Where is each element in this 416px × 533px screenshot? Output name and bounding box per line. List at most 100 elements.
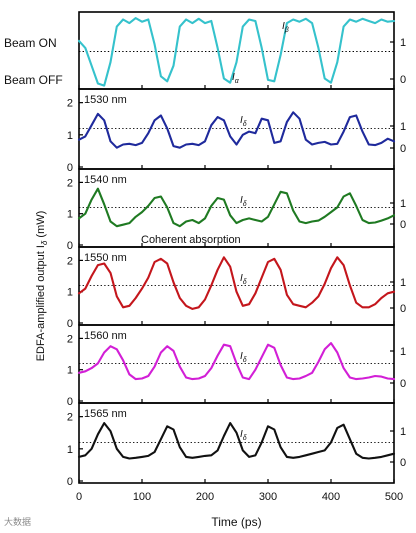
- data-point-1565: [375, 457, 376, 458]
- right-tick-label: 0: [400, 219, 406, 231]
- data-point-1550: [356, 302, 357, 303]
- data-point-beam: [217, 47, 218, 48]
- wavelength-label-1560: 1560 nm: [84, 330, 127, 342]
- data-point-1530: [362, 131, 363, 132]
- data-point-beam: [97, 83, 98, 84]
- data-point-1560: [211, 368, 212, 369]
- data-point-1565: [217, 450, 218, 451]
- x-tick-label: 0: [76, 491, 82, 503]
- data-point-1550: [129, 305, 130, 306]
- data-point-beam: [104, 85, 105, 86]
- data-point-1530: [167, 128, 168, 129]
- data-point-1540: [135, 216, 136, 217]
- data-point-1560: [160, 352, 161, 353]
- data-point-1560: [280, 364, 281, 365]
- series-label-1565: Iδ: [240, 429, 247, 442]
- data-point-1565: [393, 453, 394, 454]
- data-point-beam: [129, 23, 130, 24]
- data-point-1550: [192, 308, 193, 309]
- data-point-1530: [211, 125, 212, 126]
- y-tick-label: 0: [67, 162, 73, 174]
- x-tick-label: 200: [196, 491, 214, 503]
- data-point-beam: [204, 23, 205, 24]
- data-point-1550: [211, 285, 212, 286]
- data-point-1550: [324, 283, 325, 284]
- data-point-1540: [236, 223, 237, 224]
- data-point-1560: [318, 361, 319, 362]
- data-point-1550: [337, 257, 338, 258]
- data-point-1560: [267, 344, 268, 345]
- data-point-1565: [135, 457, 136, 458]
- y-tick-label: 1: [67, 365, 73, 377]
- data-point-1560: [116, 349, 117, 350]
- data-point-1530: [286, 121, 287, 122]
- data-point-1565: [318, 451, 319, 452]
- data-point-1550: [368, 307, 369, 308]
- x-tick-label: 400: [322, 491, 340, 503]
- series-line-1565: [77, 422, 396, 460]
- data-point-1550: [167, 263, 168, 264]
- series-label-1540: Iδ: [240, 195, 247, 208]
- data-point-1540: [129, 223, 130, 224]
- data-point-beam: [141, 21, 142, 22]
- data-point-1560: [255, 369, 256, 370]
- data-point-1530: [368, 144, 369, 145]
- data-point-1565: [173, 429, 174, 430]
- data-point-1530: [173, 146, 174, 147]
- panel-frame-1565: [78, 402, 395, 484]
- data-point-1565: [293, 457, 294, 458]
- data-point-1530: [318, 142, 319, 143]
- data-point-1530: [293, 112, 294, 113]
- data-point-beam: [148, 19, 149, 20]
- data-point-1530: [223, 120, 224, 121]
- data-point-beam: [375, 23, 376, 24]
- data-point-1560: [356, 379, 357, 380]
- data-point-1565: [330, 442, 331, 443]
- data-point-1540: [343, 196, 344, 197]
- watermark-text: 大数据: [4, 517, 32, 527]
- wavelength-label-1550: 1550 nm: [84, 252, 127, 264]
- data-point-beam: [186, 19, 187, 20]
- data-point-1550: [91, 275, 92, 276]
- data-point-beam: [160, 76, 161, 77]
- data-point-1560: [148, 375, 149, 376]
- data-point-1530: [393, 141, 394, 142]
- data-point-1560: [179, 366, 180, 367]
- data-point-1540: [230, 215, 231, 216]
- series-label-beam: Iβ: [282, 21, 289, 34]
- data-point-1550: [274, 258, 275, 259]
- data-point-1540: [217, 197, 218, 198]
- data-point-1550: [160, 258, 161, 259]
- data-point-1540: [375, 222, 376, 223]
- data-point-1565: [356, 453, 357, 454]
- data-point-1540: [160, 196, 161, 197]
- data-point-beam: [349, 19, 350, 20]
- data-point-1565: [343, 424, 344, 425]
- data-point-1530: [186, 144, 187, 145]
- data-point-beam: [236, 62, 237, 63]
- right-tick-label: 0: [400, 143, 406, 155]
- data-point-1540: [91, 199, 92, 200]
- wavelength-label-1565: 1565 nm: [84, 408, 127, 420]
- y-tick-label: 2: [67, 412, 73, 424]
- data-point-1560: [186, 377, 187, 378]
- data-point-1540: [286, 193, 287, 194]
- data-point-1550: [343, 265, 344, 266]
- right-tick-label: 0: [400, 378, 406, 390]
- series-line-1550: [77, 256, 396, 310]
- data-point-1530: [160, 115, 161, 116]
- wavelength-label-1540: 1540 nm: [84, 174, 127, 186]
- data-point-1565: [123, 456, 124, 457]
- series-label-1560: Iδ: [240, 351, 247, 364]
- data-point-1565: [192, 457, 193, 458]
- data-point-1560: [217, 355, 218, 356]
- data-point-beam: [305, 18, 306, 19]
- data-point-1565: [230, 423, 231, 424]
- data-point-1560: [91, 368, 92, 369]
- data-point-beam: [356, 21, 357, 22]
- data-point-1550: [148, 277, 149, 278]
- data-point-beam: [387, 21, 388, 22]
- data-point-1550: [85, 288, 86, 289]
- data-point-beam: [167, 81, 168, 82]
- data-point-1560: [274, 347, 275, 348]
